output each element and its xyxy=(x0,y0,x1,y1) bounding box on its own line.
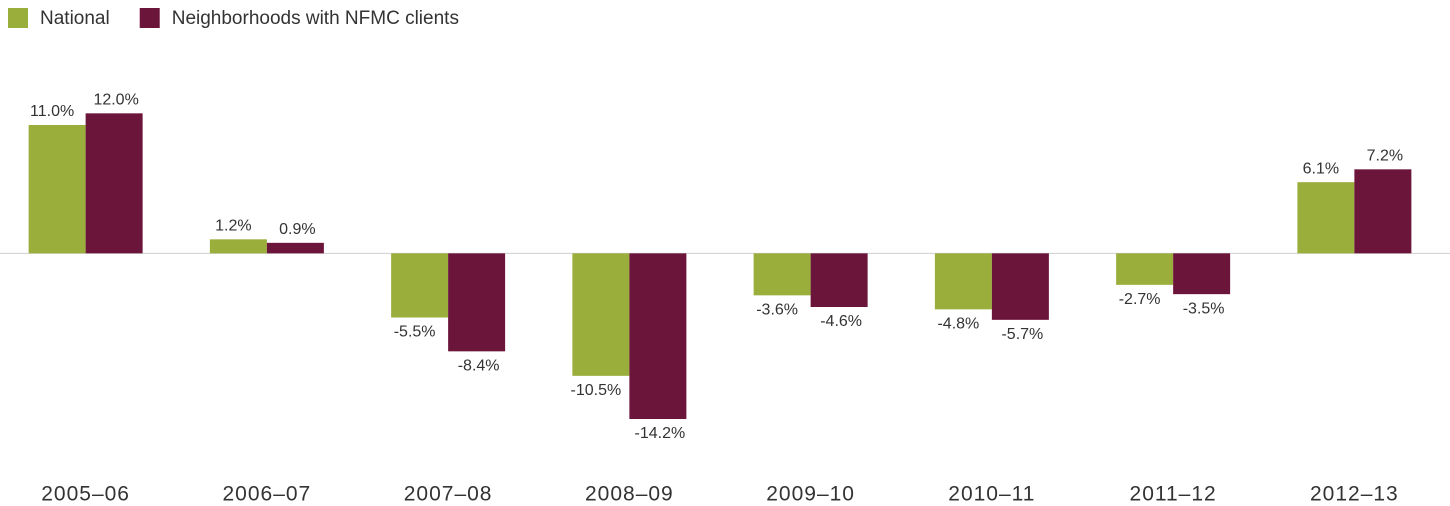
x-tick-label: 2010–11 xyxy=(948,483,1035,506)
legend-swatch xyxy=(139,8,160,28)
value-label: -4.6% xyxy=(820,313,862,330)
value-label: 12.0% xyxy=(93,92,138,109)
bar xyxy=(1297,182,1355,254)
value-label: -3.5% xyxy=(1183,300,1225,317)
legend-label: Neighborhoods with NFMC clients xyxy=(172,8,459,29)
legend-label: National xyxy=(40,8,110,29)
bar xyxy=(753,253,811,296)
value-label: -14.2% xyxy=(635,425,686,442)
value-label: -5.5% xyxy=(394,324,436,341)
bar xyxy=(1173,253,1231,295)
bar xyxy=(810,253,868,307)
x-tick-label: 2012–13 xyxy=(1310,483,1399,506)
x-tick-label: 2006–07 xyxy=(222,483,311,506)
bar xyxy=(934,253,992,310)
x-tick-label: 2005–06 xyxy=(41,483,130,506)
value-label: 6.1% xyxy=(1303,160,1339,177)
legend-swatch xyxy=(8,8,28,28)
x-tick-label: 2008–09 xyxy=(585,483,674,506)
value-label: -10.5% xyxy=(571,382,622,399)
bar xyxy=(28,125,86,254)
value-label: -5.7% xyxy=(1001,326,1043,343)
x-tick-label: 2011–12 xyxy=(1130,483,1217,506)
value-label: 1.2% xyxy=(215,218,251,235)
value-label: 0.9% xyxy=(279,221,315,238)
value-label: -4.8% xyxy=(937,316,979,333)
bar xyxy=(629,253,687,419)
value-label: -8.4% xyxy=(458,358,500,375)
x-tick-label: 2007–08 xyxy=(404,483,493,506)
value-label: -3.6% xyxy=(756,302,798,319)
bar xyxy=(572,253,630,376)
bar xyxy=(991,253,1049,320)
bar xyxy=(448,253,506,352)
bar xyxy=(209,239,267,254)
bar xyxy=(391,253,449,318)
value-label: 7.2% xyxy=(1367,148,1403,165)
bar xyxy=(1116,253,1174,285)
bar xyxy=(1354,169,1412,254)
value-label: 11.0% xyxy=(30,103,74,120)
bar xyxy=(266,242,324,254)
value-label: -2.7% xyxy=(1119,291,1161,308)
bar xyxy=(85,113,143,254)
x-tick-label: 2009–10 xyxy=(766,483,855,506)
